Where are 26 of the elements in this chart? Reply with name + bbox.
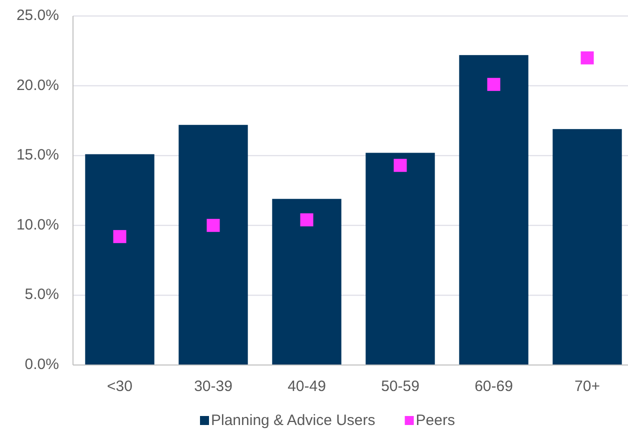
y-tick-label: 0.0% [24, 356, 59, 373]
bar [272, 198, 342, 365]
bar [85, 154, 154, 365]
y-tick-label: 10.0% [16, 216, 59, 234]
bar [552, 129, 622, 365]
x-tick-label: <30 [107, 378, 132, 395]
bar [366, 152, 435, 365]
legend-label: Planning & Advice Users [211, 412, 376, 429]
point [113, 230, 126, 244]
bar [459, 55, 528, 365]
x-tick-label: 50-59 [381, 378, 420, 395]
x-tick-label: 70+ [574, 378, 600, 395]
y-tick-label: 25.0% [16, 6, 59, 24]
legend-label: Peers [416, 412, 455, 429]
x-tick-label: 60-69 [474, 378, 513, 395]
point [394, 158, 407, 172]
x-tick-label: 30-39 [194, 378, 232, 395]
x-tick-label: 40-49 [288, 378, 326, 395]
y-tick-label: 20.0% [16, 76, 59, 94]
point [580, 51, 594, 64]
y-tick-label: 15.0% [16, 146, 59, 164]
point [206, 218, 220, 232]
bar [178, 124, 248, 365]
y-tick-label: 5.0% [24, 286, 59, 304]
point [487, 78, 500, 91]
point [300, 213, 314, 226]
